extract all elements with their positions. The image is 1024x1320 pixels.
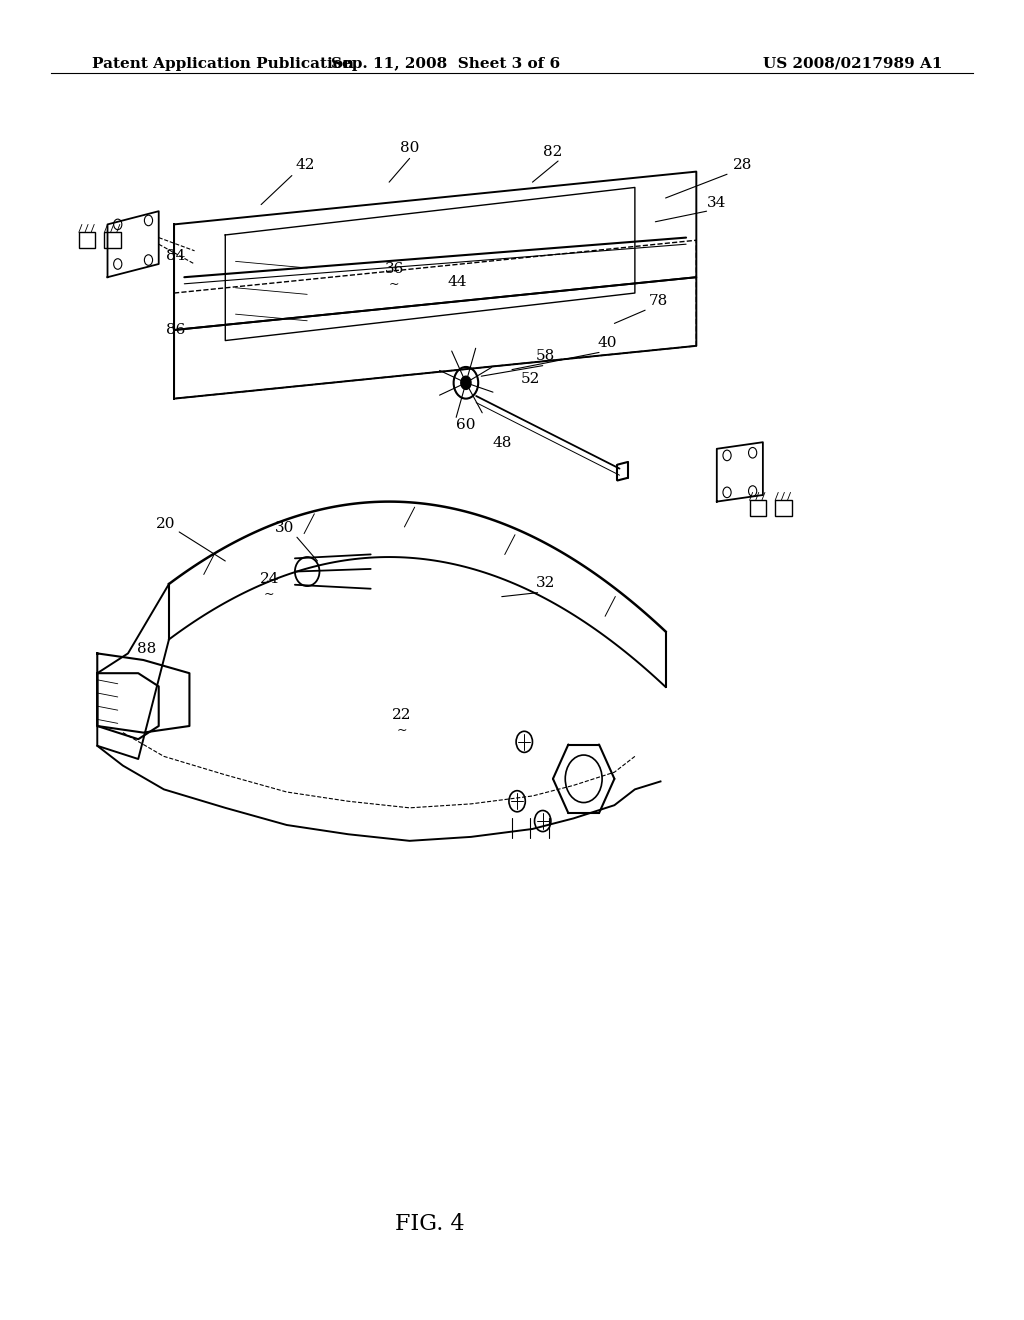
Text: 28: 28 — [733, 158, 752, 172]
Text: 42: 42 — [295, 158, 315, 172]
Text: 34: 34 — [708, 197, 726, 210]
Text: US 2008/0217989 A1: US 2008/0217989 A1 — [763, 57, 942, 71]
Bar — [750, 500, 766, 516]
Text: ~: ~ — [396, 723, 407, 737]
Text: 60: 60 — [456, 418, 476, 432]
Text: 86: 86 — [167, 323, 185, 337]
Text: 24: 24 — [259, 573, 280, 586]
Text: 48: 48 — [493, 437, 511, 450]
Text: FIG. 4: FIG. 4 — [395, 1213, 465, 1236]
Text: 20: 20 — [156, 517, 176, 531]
Text: 36: 36 — [385, 263, 403, 276]
Text: 78: 78 — [649, 294, 668, 308]
Text: Patent Application Publication: Patent Application Publication — [92, 57, 354, 71]
Text: 88: 88 — [137, 643, 156, 656]
Text: 40: 40 — [597, 337, 617, 350]
Bar — [79, 232, 95, 248]
Text: 22: 22 — [391, 709, 412, 722]
Bar — [775, 500, 792, 516]
Text: 30: 30 — [275, 521, 294, 535]
Text: Sep. 11, 2008  Sheet 3 of 6: Sep. 11, 2008 Sheet 3 of 6 — [331, 57, 560, 71]
Text: 80: 80 — [400, 141, 419, 154]
Text: 32: 32 — [537, 577, 555, 590]
Circle shape — [461, 376, 471, 389]
Bar — [104, 232, 121, 248]
Text: 82: 82 — [544, 145, 562, 158]
Text: ~: ~ — [389, 277, 399, 290]
Text: 52: 52 — [521, 372, 540, 385]
Text: 84: 84 — [167, 249, 185, 263]
Text: 44: 44 — [447, 276, 468, 289]
Text: 58: 58 — [537, 350, 555, 363]
Text: ~: ~ — [264, 587, 274, 601]
